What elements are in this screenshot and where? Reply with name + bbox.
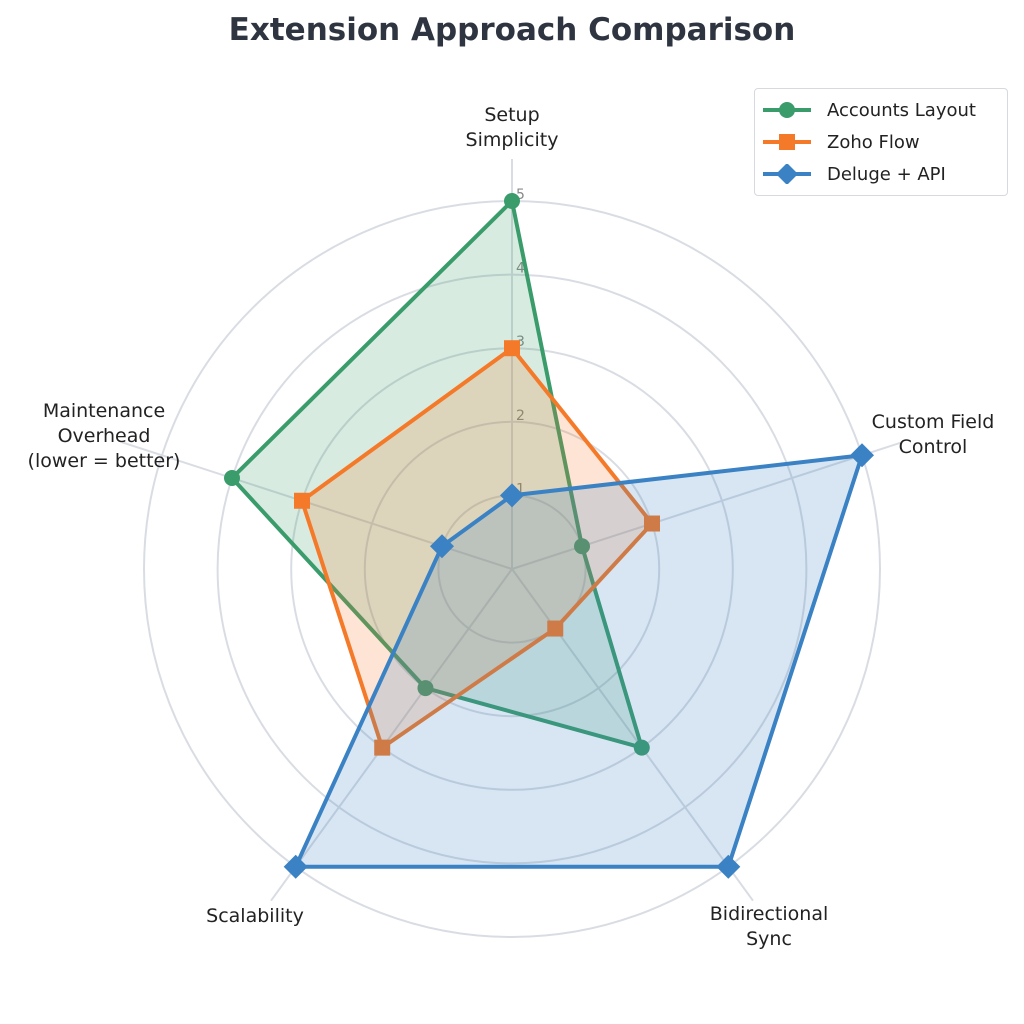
axis-line bbox=[270, 568, 513, 902]
data-point bbox=[547, 620, 564, 637]
legend-marker-icon bbox=[763, 164, 811, 184]
axis-label: Setup Simplicity bbox=[466, 104, 559, 151]
series-deluge-api bbox=[283, 443, 874, 879]
legend-item: Accounts Layout bbox=[763, 95, 976, 125]
legend-item: Zoho Flow bbox=[763, 127, 920, 157]
r-tick-label: 2 bbox=[516, 408, 525, 424]
axis-label-line: Maintenance bbox=[43, 400, 165, 422]
data-point bbox=[633, 739, 650, 756]
series-zoho-flow bbox=[294, 340, 660, 756]
legend-marker-icon bbox=[763, 102, 811, 118]
r-tick-label: 5 bbox=[516, 187, 525, 203]
data-point bbox=[504, 193, 520, 209]
axis-label-line: Sync bbox=[746, 928, 792, 950]
legend-label: Zoho Flow bbox=[827, 131, 920, 153]
data-point bbox=[294, 492, 311, 509]
data-point bbox=[417, 680, 434, 697]
axis-label-line: Simplicity bbox=[466, 129, 559, 151]
axis-label-line: Control bbox=[899, 436, 968, 458]
axis-label: Custom Field Control bbox=[872, 411, 995, 458]
axis-label-line: (lower = better) bbox=[28, 450, 181, 472]
data-point bbox=[224, 470, 241, 487]
axis-label-line: Custom Field bbox=[872, 411, 995, 433]
data-point bbox=[504, 340, 520, 357]
legend: Accounts Layout Zoho Flow Deluge + API bbox=[754, 88, 1008, 196]
r-tick-label: 3 bbox=[516, 334, 525, 350]
axis-label-line: Overhead bbox=[58, 425, 151, 447]
data-point bbox=[430, 534, 455, 559]
axis-label-line: Bidirectional bbox=[710, 903, 829, 925]
legend-label: Accounts Layout bbox=[827, 99, 976, 121]
data-point bbox=[374, 739, 391, 756]
data-point bbox=[643, 515, 660, 532]
axis-label: Scalability bbox=[206, 905, 304, 927]
data-point bbox=[849, 443, 874, 468]
axis-label-line: Scalability bbox=[206, 905, 304, 927]
legend-label: Deluge + API bbox=[827, 163, 946, 185]
legend-item: Deluge + API bbox=[763, 159, 946, 189]
data-point bbox=[500, 483, 524, 508]
series-area bbox=[300, 346, 654, 750]
r-tick-label: 4 bbox=[516, 261, 525, 277]
legend-marker-icon bbox=[763, 134, 811, 150]
axis-label: Bidirectional Sync bbox=[710, 903, 829, 950]
chart-title: Extension Approach Comparison bbox=[228, 12, 796, 48]
data-point bbox=[716, 854, 741, 879]
data-point bbox=[573, 538, 590, 555]
r-tick-label: 1 bbox=[516, 481, 525, 497]
series-area bbox=[293, 453, 864, 869]
axis-label-line: Setup bbox=[484, 104, 539, 126]
data-point bbox=[283, 854, 308, 879]
axis-label: Maintenance Overhead (lower = better) bbox=[28, 400, 181, 472]
